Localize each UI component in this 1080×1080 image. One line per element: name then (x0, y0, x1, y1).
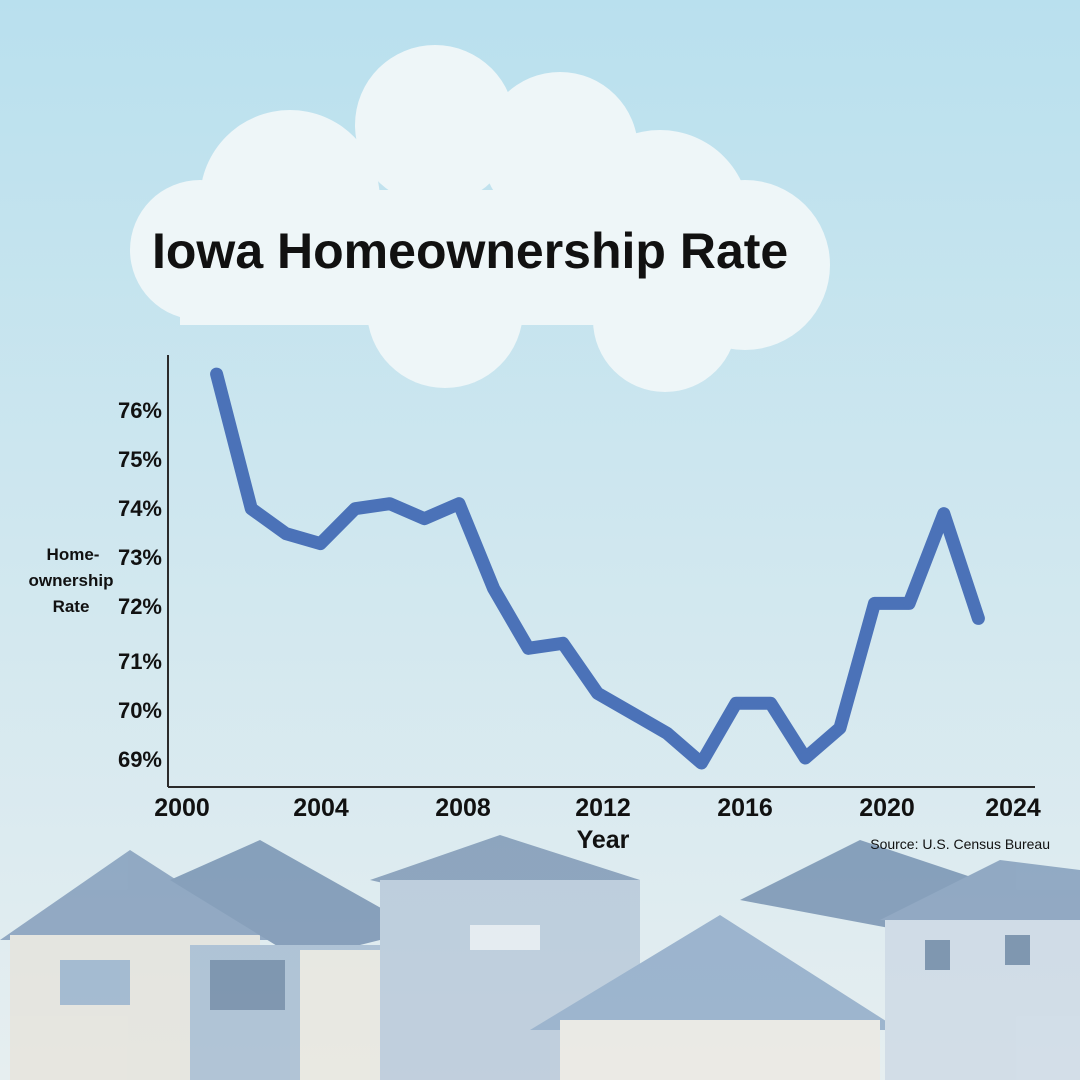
data-point (868, 597, 881, 610)
data-point (418, 512, 431, 525)
data-point (626, 707, 639, 720)
data-point (764, 697, 777, 710)
x-tick-labels: 2000 2004 2008 2012 2016 2020 2024 (154, 794, 1041, 822)
x-tick-label: 2016 (717, 794, 773, 822)
x-tick-label: 2008 (435, 794, 491, 822)
y-tick-label: 75% (118, 447, 162, 472)
data-point (695, 757, 708, 769)
y-tick-label: 72% (118, 594, 162, 619)
x-tick-label: 2012 (575, 794, 631, 822)
data-point (556, 637, 569, 650)
house-roof-2 (170, 840, 420, 960)
x-tick-label: 2000 (154, 794, 210, 822)
house-roof-5 (530, 915, 900, 1030)
cloud-puff-3 (355, 45, 515, 205)
y-axis-label-line-1: Home- (47, 545, 100, 564)
series-layer (210, 367, 985, 770)
data-point (903, 597, 916, 610)
house-roof-1 (0, 850, 270, 940)
data-point (279, 527, 292, 540)
data-point (210, 368, 223, 381)
data-point (660, 727, 673, 740)
y-axis-label-line-2: ownership (28, 571, 113, 590)
y-tick-label: 70% (118, 698, 162, 723)
y-axis-label: Home- ownership Rate (28, 545, 113, 616)
data-point (972, 612, 985, 625)
house-roof-7 (880, 860, 1080, 930)
data-point (383, 497, 396, 510)
data-point (522, 642, 535, 655)
house-window-8 (1005, 935, 1030, 965)
data-point (349, 502, 362, 515)
house-window-7 (925, 940, 950, 970)
data-point (937, 507, 950, 520)
x-tick-label: 2004 (293, 794, 349, 822)
house-wall-5 (560, 1020, 880, 1080)
data-point (730, 697, 742, 710)
data-point (591, 687, 604, 700)
x-tick-label: 2020 (859, 794, 915, 822)
data-point (314, 537, 327, 550)
source-note: Source: U.S. Census Bureau (870, 836, 1050, 852)
house-window-2 (210, 960, 285, 1010)
y-axis-label-line-3: Rate (53, 597, 90, 616)
cloud-body (180, 190, 780, 325)
data-point (799, 752, 812, 764)
data-point (453, 497, 465, 510)
x-axis-label: Year (577, 826, 630, 854)
data-point (245, 502, 258, 515)
x-tick-label: 2024 (985, 794, 1041, 822)
house-wall-7 (885, 920, 1080, 1080)
houses-backdrop (0, 835, 1080, 1080)
data-point (487, 582, 500, 595)
data-point (833, 722, 846, 735)
house-window-4 (470, 925, 540, 950)
house-window-1 (60, 960, 130, 1005)
chart-title: Iowa Homeownership Rate (152, 223, 788, 279)
y-tick-label: 69% (118, 747, 162, 772)
y-tick-label: 73% (118, 545, 162, 570)
y-tick-label: 74% (118, 496, 162, 521)
y-tick-label: 76% (118, 398, 162, 423)
y-tick-label: 71% (118, 649, 162, 674)
y-tick-labels: 76% 75% 74% 73% 72% 71% 70% 69% (118, 398, 162, 772)
title-cloud (130, 45, 830, 392)
